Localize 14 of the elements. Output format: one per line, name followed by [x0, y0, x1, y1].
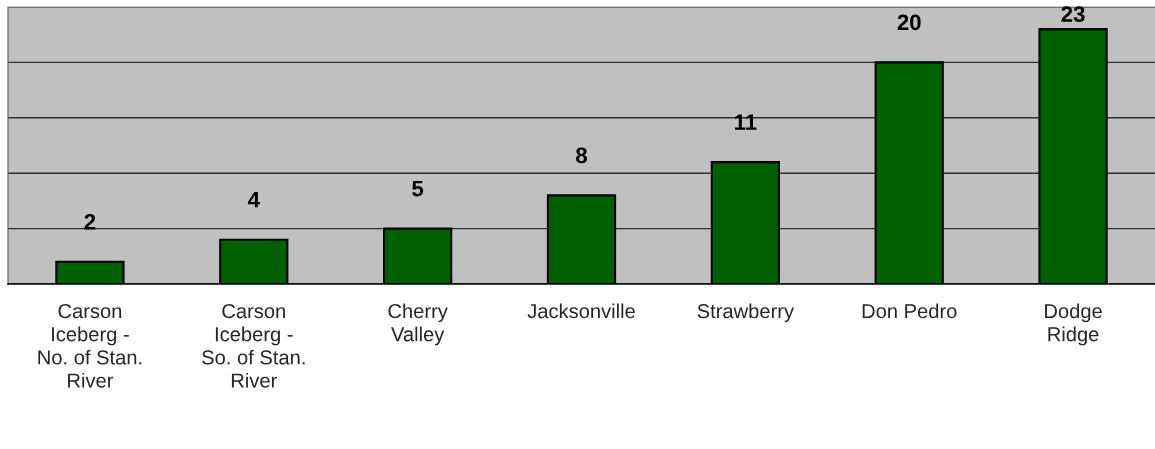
- data-label: 4: [247, 192, 260, 208]
- x-tick-label: Cherry Valley: [388, 303, 448, 346]
- data-label: 23: [1061, 6, 1085, 23]
- x-tick-label: Carson Iceberg - So. of Stan. River: [202, 303, 305, 388]
- data-label: 5: [412, 180, 424, 197]
- x-tick-label: Carson Iceberg - No. of Stan. River: [38, 303, 142, 388]
- x-tick-label: Dodge Ridge: [1045, 303, 1102, 346]
- x-tick-label: Strawberry: [697, 303, 794, 323]
- data-label: 20: [897, 14, 921, 31]
- data-label: 11: [735, 114, 757, 130]
- data-label: 2: [84, 213, 96, 230]
- x-tick-label: Jacksonville: [527, 303, 635, 319]
- x-tick-label: Don Pedro: [862, 303, 957, 319]
- data-label: 8: [576, 147, 587, 164]
